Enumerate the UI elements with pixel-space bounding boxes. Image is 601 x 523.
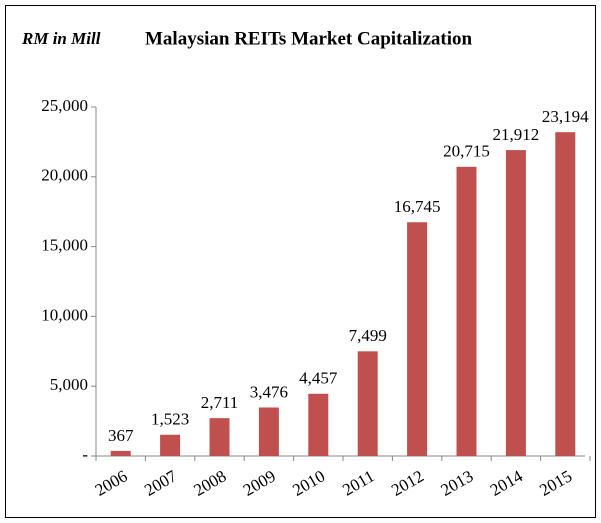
- bar: [555, 132, 576, 456]
- unit-label: RM in Mill: [21, 29, 101, 48]
- value-label: 2,711: [201, 393, 239, 412]
- bar: [308, 393, 329, 456]
- value-label: 16,745: [394, 197, 441, 216]
- y-tick-label: 25,000: [41, 96, 88, 115]
- bar: [209, 418, 230, 456]
- value-label: 3,476: [250, 382, 288, 401]
- y-tick-label: -: [82, 445, 88, 464]
- bar: [110, 450, 131, 456]
- value-label: 367: [108, 426, 134, 445]
- bar: [456, 166, 477, 456]
- chart-title: Malaysian REITs Market Capitalization: [145, 28, 472, 49]
- chart-border: [5, 5, 596, 518]
- bar: [407, 222, 428, 456]
- y-tick-label: 10,000: [41, 305, 88, 324]
- value-label: 4,457: [299, 369, 338, 388]
- y-tick-label: 15,000: [41, 236, 88, 255]
- value-label: 21,912: [493, 125, 540, 144]
- y-tick-label: 20,000: [41, 166, 88, 185]
- bar: [258, 407, 279, 456]
- value-label: 23,194: [542, 107, 589, 126]
- bar: [505, 150, 526, 457]
- value-label: 20,715: [443, 142, 490, 161]
- bar: [357, 351, 378, 456]
- bar: [160, 434, 181, 456]
- y-tick-label: 5,000: [50, 375, 88, 394]
- value-label: 1,523: [151, 410, 189, 429]
- value-label: 7,499: [349, 326, 387, 345]
